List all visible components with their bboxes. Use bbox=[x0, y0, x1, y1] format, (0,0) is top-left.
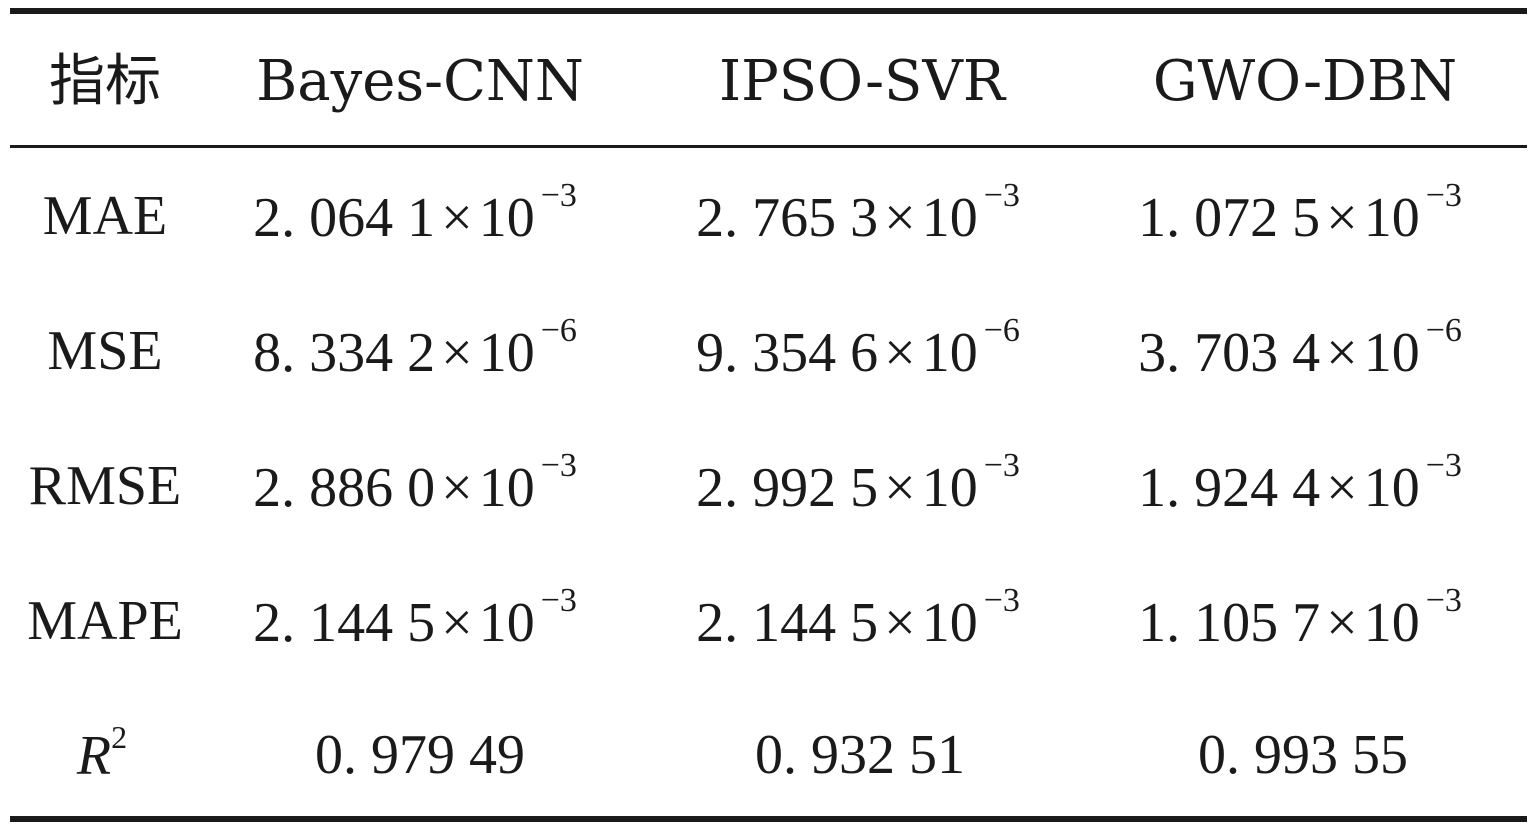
table-cell: 1. 924 4 × 10 −3 bbox=[1138, 447, 1462, 519]
table-cell: 0. 993 55 bbox=[1198, 724, 1408, 786]
table-cell: 1. 105 7 × 10 −3 bbox=[1138, 582, 1462, 654]
header-metric: 指标 bbox=[49, 49, 161, 114]
table-cell: 2. 144 5 × 10 −3 bbox=[253, 582, 577, 654]
table-cell: 1. 072 5 × 10 −3 bbox=[1138, 177, 1462, 249]
table-cell: 0. 979 49 bbox=[315, 724, 525, 786]
row-label-rmse: RMSE bbox=[28, 455, 182, 517]
row-label-mape: MAPE bbox=[27, 590, 183, 652]
table-top-rule bbox=[10, 8, 1527, 14]
header-bayes-cnn: Bayes-CNN bbox=[256, 49, 584, 114]
row-label-mse: MSE bbox=[47, 320, 163, 382]
header-gwo-dbn: GWO-DBN bbox=[1152, 49, 1458, 114]
table-cell: 8. 334 2 × 10 −6 bbox=[253, 312, 577, 384]
table-cell: 2. 144 5 × 10 −3 bbox=[696, 582, 1020, 654]
table-cell: 3. 703 4 × 10 −6 bbox=[1138, 312, 1462, 384]
header-ipso-svr: IPSO-SVR bbox=[718, 49, 1006, 114]
table-cell: 9. 354 6 × 10 −6 bbox=[696, 312, 1020, 384]
table-header-rule bbox=[10, 145, 1527, 148]
table-cell: 2. 886 0 × 10 −3 bbox=[253, 447, 577, 519]
table-cell: 2. 992 5 × 10 −3 bbox=[696, 447, 1020, 519]
table-cell: 2. 765 3 × 10 −3 bbox=[696, 177, 1020, 249]
row-label-r-squared: R2 bbox=[76, 719, 128, 787]
table-cell: 0. 932 51 bbox=[755, 724, 965, 786]
row-label-mae: MAE bbox=[42, 185, 168, 247]
table-bottom-rule bbox=[10, 816, 1527, 822]
table-cell: 2. 064 1 × 10 −3 bbox=[253, 177, 577, 249]
